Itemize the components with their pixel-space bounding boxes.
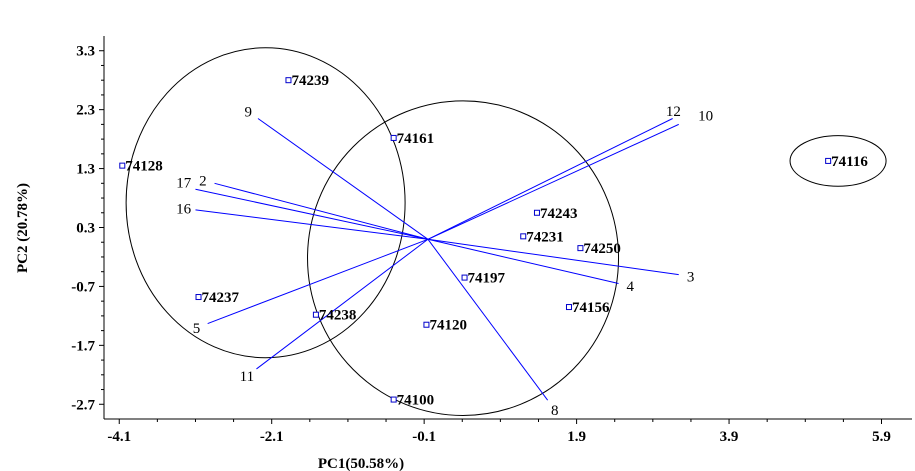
x-tick-label: 3.9: [720, 429, 739, 445]
observation-point: [312, 311, 319, 318]
vector-label: 4: [626, 279, 634, 295]
loading-vector: [427, 238, 549, 401]
vector-label: 8: [551, 403, 559, 419]
vector-label: 5: [193, 321, 201, 337]
observation-point: [461, 274, 468, 281]
loading-vector: [207, 238, 429, 325]
loading-vector: [257, 118, 429, 240]
y-axis-title: PC2 (20.78%): [15, 183, 31, 273]
x-axis-title: PC1(50.58%): [318, 456, 404, 471]
observation-point: [390, 396, 397, 403]
observation-point: [577, 245, 584, 252]
observation-label: 74238: [319, 308, 357, 324]
observation-points: 74239 74161 74128 74116 74243 74231 74250 74197…: [119, 73, 868, 409]
loading-vector: [427, 123, 679, 240]
x-tick-label: 1.9: [567, 429, 586, 445]
y-tick-label: -1.7: [71, 338, 95, 354]
observation-point: [533, 209, 540, 216]
observation-point: [825, 157, 832, 164]
observation-label: 74237: [202, 290, 240, 306]
y-tick-label: 1.3: [76, 162, 95, 178]
loading-vector: [195, 209, 429, 240]
group-ellipse: [125, 47, 406, 359]
observation-point: [119, 162, 126, 169]
observation-point: [520, 233, 527, 240]
x-tick-label: 5.9: [872, 429, 891, 445]
observation-label: 74161: [397, 131, 435, 147]
observation-label: 74120: [429, 318, 467, 334]
group-ellipse: [789, 135, 887, 187]
group-ellipses: [125, 47, 887, 416]
loading-vector: [427, 238, 679, 276]
loading-vector: [256, 238, 429, 370]
x-tick-label: -2.1: [260, 429, 284, 445]
loading-vector: [427, 118, 673, 240]
observation-label: 74128: [125, 159, 163, 175]
observation-label: 74231: [526, 229, 564, 245]
vector-label: 12: [666, 104, 681, 120]
x-tick-label: -4.1: [107, 429, 131, 445]
observation-label: 74239: [291, 73, 329, 89]
observation-label: 74116: [831, 154, 868, 170]
observation-point: [285, 77, 292, 84]
observation-point: [195, 294, 202, 301]
vector-label: 10: [698, 108, 713, 124]
y-tick-label: -2.7: [71, 397, 95, 413]
observation-label: 74156: [572, 300, 610, 316]
observation-point: [390, 134, 397, 141]
vector-label: 17: [176, 176, 192, 192]
vector-label: 9: [244, 105, 252, 121]
y-tick-label: -0.7: [71, 279, 95, 295]
x-tick-label: -0.1: [412, 429, 436, 445]
loading-vectors: 12 10 9 2 17 16 3 4 5 11 8: [176, 104, 713, 419]
observation-point: [423, 321, 430, 328]
vector-label: 2: [199, 173, 207, 189]
y-tick-label: 0.3: [76, 221, 95, 237]
vector-label: 16: [176, 201, 192, 217]
axes: -4.1 -2.1 -0.1 1.9 3.9 5.9 3.3 2.3 1.3 0.3 -0.7 -1.…: [71, 36, 912, 445]
vector-label: 3: [687, 269, 695, 285]
loading-vector: [195, 188, 429, 240]
observation-label: 74250: [583, 241, 621, 257]
y-tick-label: 2.3: [76, 103, 95, 119]
observation-label: 74100: [397, 393, 435, 409]
loading-vector: [214, 182, 429, 240]
vector-label: 11: [240, 369, 254, 385]
group-ellipse: [307, 100, 620, 416]
observation-label: 74243: [540, 206, 578, 222]
y-tick-label: 3.3: [76, 44, 95, 60]
observation-label: 74197: [468, 271, 506, 287]
loading-vector: [427, 238, 619, 284]
observation-point: [565, 304, 572, 311]
